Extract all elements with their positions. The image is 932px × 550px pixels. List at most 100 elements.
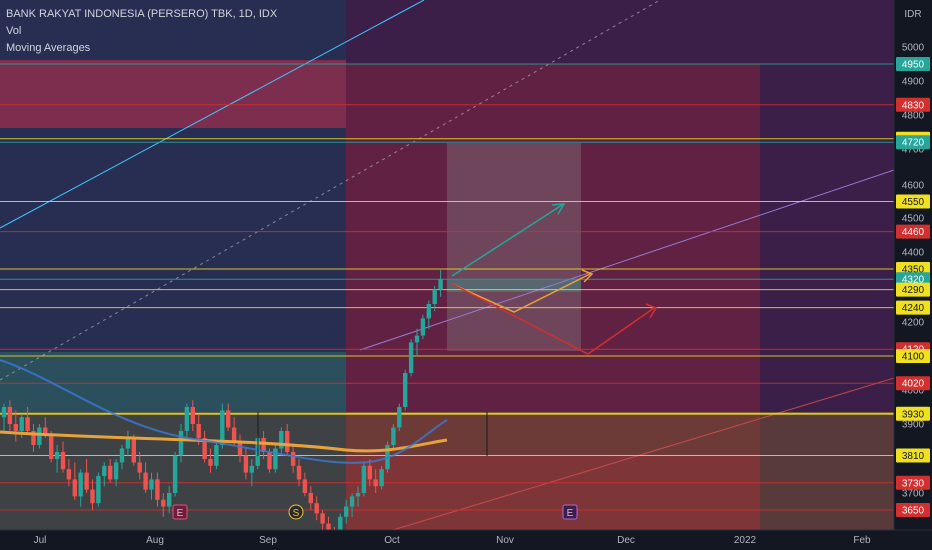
candle-body — [84, 472, 89, 490]
price-axis-label: 4950 — [896, 57, 930, 71]
price-axis-label: 3810 — [896, 448, 930, 463]
candle-body — [90, 489, 95, 504]
arrow-red-head — [645, 303, 658, 319]
y-tick-label: 4700 — [902, 145, 925, 156]
price-axis-label-text: 4020 — [902, 379, 925, 390]
zone-red-bottom — [346, 456, 760, 530]
y-tick-label: 4500 — [902, 214, 925, 225]
y-tick-label: 4200 — [902, 318, 925, 329]
candle-body — [361, 465, 367, 493]
x-tick-label: Aug — [146, 535, 164, 546]
candle-body — [119, 448, 125, 463]
price-axis-label: 4290 — [896, 282, 930, 297]
candle-body — [108, 465, 113, 480]
x-tick-label: Jul — [34, 535, 47, 546]
event-marker-label: E — [177, 508, 184, 519]
candle-body — [1, 407, 7, 418]
price-axis-label: 3650 — [896, 503, 930, 517]
price-axis-label-text: 4100 — [902, 352, 925, 363]
candle-body — [403, 373, 408, 407]
candle-body — [243, 455, 249, 473]
candle-body — [261, 438, 266, 452]
projection-box-gray — [447, 143, 581, 351]
price-axis-label-text: 4460 — [902, 227, 925, 238]
y-tick-label: 3700 — [902, 489, 925, 500]
candle-body — [320, 513, 325, 524]
time-axis[interactable] — [0, 530, 894, 550]
indicator-vol[interactable]: Vol — [6, 25, 22, 37]
y-tick-label: 4900 — [902, 77, 925, 88]
candle-body — [344, 506, 349, 517]
arrow-orange-projection — [451, 273, 591, 313]
y-tick-label: 4400 — [902, 248, 925, 259]
candle-body — [397, 407, 402, 428]
trendline-cyan — [0, 0, 425, 229]
candle-body — [267, 452, 272, 470]
price-axis-label: 4240 — [896, 300, 930, 315]
x-tick-label: Dec — [617, 535, 635, 546]
indicator-moving-averages[interactable]: Moving Averages — [6, 42, 91, 54]
price-axis-label: 4550 — [896, 194, 930, 209]
candle-body — [426, 304, 431, 319]
y-tick-label: 5000 — [902, 43, 925, 54]
price-axis-label-text: 4320 — [902, 275, 925, 286]
x-tick-label: Feb — [853, 535, 871, 546]
candle-body — [273, 448, 278, 470]
price-axis-label-text: 4290 — [902, 285, 925, 296]
price-axis-label-text: 4240 — [902, 303, 925, 314]
candle-body — [178, 431, 184, 456]
candle-body — [78, 472, 83, 497]
event-marker-earnings-nov[interactable]: E — [562, 504, 578, 520]
x-tick-label: Oct — [384, 535, 400, 546]
candle-body — [125, 438, 131, 449]
symbol-title[interactable]: BANK RAKYAT INDONESIA (PERSERO) TBK, 1D,… — [6, 8, 278, 20]
price-axis-label-text: 4550 — [902, 197, 925, 208]
price-axis-label-text: 4350 — [902, 265, 925, 276]
price-axis-label-text: 3930 — [902, 409, 925, 420]
candle-body — [367, 465, 372, 480]
event-marker-split-sep[interactable]: S — [288, 504, 304, 520]
candle-body — [13, 424, 18, 431]
candle-body — [373, 479, 378, 487]
event-marker-earnings-aug[interactable]: E — [172, 504, 188, 520]
candle-body — [54, 452, 60, 459]
price-axis-label: 4830 — [896, 97, 930, 112]
event-marker-label: S — [293, 508, 300, 519]
candle-body — [113, 462, 119, 480]
candle-body — [149, 479, 154, 490]
candle-body — [308, 493, 313, 504]
zone-green-low — [0, 352, 346, 412]
candle-body — [279, 431, 284, 449]
x-tick-label: Sep — [259, 535, 277, 546]
candle-body — [338, 516, 343, 538]
candle-body — [302, 479, 308, 493]
candle-body — [237, 441, 243, 456]
y-tick-label: 4000 — [902, 386, 925, 397]
price-axis-label-text: 3730 — [902, 478, 925, 489]
price-axis-label: 3930 — [896, 406, 930, 421]
candle-body — [408, 342, 414, 373]
y-tick-label: 3900 — [902, 420, 925, 431]
zone-red-right — [346, 64, 760, 530]
candle-body — [355, 493, 361, 497]
candle-body — [285, 431, 290, 452]
arrow-orange-head — [581, 269, 594, 283]
price-axis-label-text: 3810 — [902, 451, 925, 462]
price-axis-label-text: 4830 — [902, 100, 925, 111]
candle-body — [155, 479, 160, 500]
candle-body — [202, 438, 207, 459]
ma-line-blue — [0, 359, 448, 464]
candle-body — [296, 465, 302, 480]
candle-body — [49, 434, 54, 459]
x-tick-label: 2022 — [734, 535, 757, 546]
y-tick-label: 4800 — [902, 111, 925, 122]
arrow-red-projection — [451, 283, 655, 355]
projection-box-teal — [447, 280, 581, 292]
candle-body — [37, 427, 42, 445]
y-tick-label: 4600 — [902, 181, 925, 192]
event-marker-label: E — [567, 508, 574, 519]
price-axis-label: 4100 — [896, 349, 930, 363]
price-axis-label: 4720 — [896, 135, 930, 150]
candle-body — [43, 427, 48, 435]
